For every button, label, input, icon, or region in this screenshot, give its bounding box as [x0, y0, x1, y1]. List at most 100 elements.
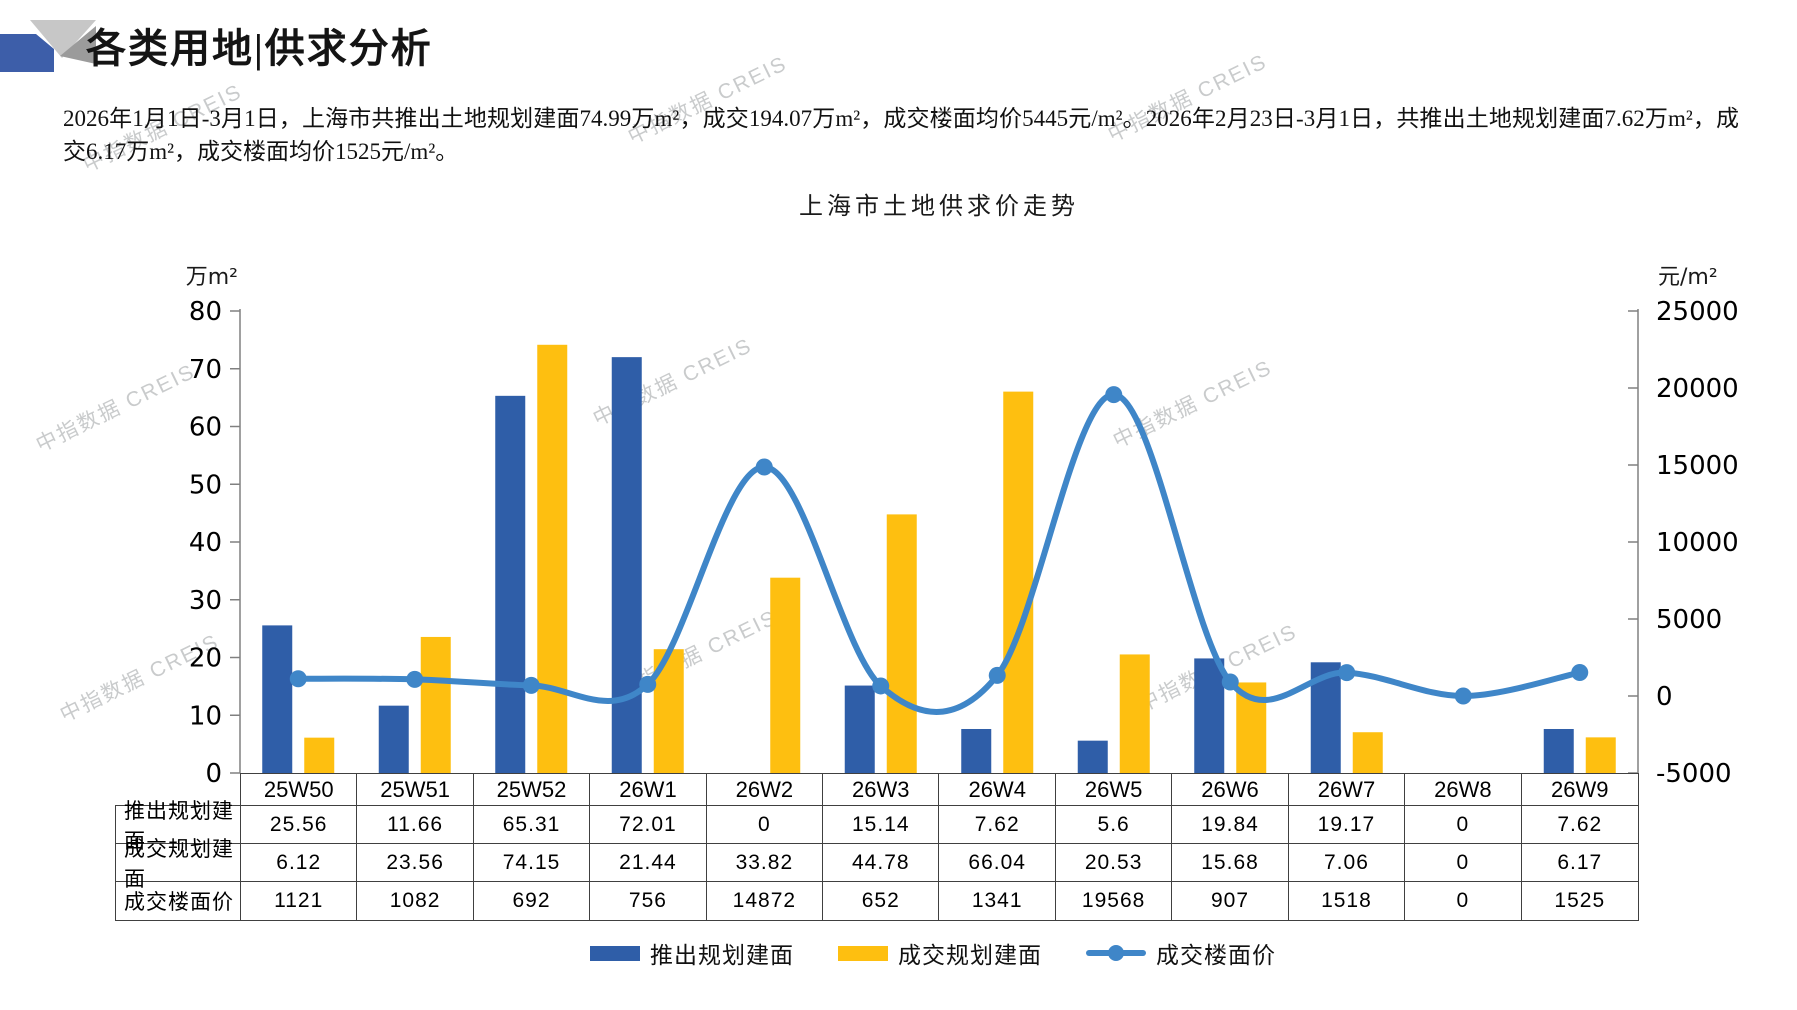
right-axis-tick-label: 5000 — [1656, 605, 1722, 635]
right-axis-unit: 元/m² — [1658, 265, 1718, 290]
bars-layer — [262, 344, 1616, 773]
table-header-row: 25W50 25W51 25W52 26W1 26W2 26W3 26W4 26W5 26W6 2… — [240, 773, 1639, 806]
bar-成交规划建面-26W7 — [1352, 732, 1383, 773]
legend-label: 成交规划建面 — [898, 943, 1042, 968]
left-axis-tick-label: 20 — [189, 644, 222, 674]
bar-推出规划建面-25W52 — [495, 395, 526, 773]
bar-推出规划建面-26W9 — [1543, 728, 1574, 773]
bar-成交规划建面-26W9 — [1585, 737, 1616, 773]
left-axis-tick-label: 30 — [189, 586, 222, 616]
right-axis-tick-label: 25000 — [1656, 297, 1739, 327]
table-cell: 65.31 — [473, 806, 591, 844]
logo-light-gray-triangle — [30, 20, 96, 58]
table-col-header: 25W52 — [474, 774, 591, 805]
chart-title: 上海市土地供求价走势 — [799, 194, 1079, 220]
table-cell: 907 — [1172, 882, 1289, 920]
left-axis-tick-label: 10 — [189, 701, 222, 731]
bar-推出规划建面-26W1 — [611, 357, 642, 773]
table-cell: 21.44 — [590, 844, 707, 882]
table-col-header: 25W51 — [357, 774, 474, 805]
table-cell: 652 — [823, 882, 940, 920]
bar-推出规划建面-25W51 — [378, 705, 409, 773]
price-point-26W5 — [1105, 386, 1123, 404]
table-cell: 15.14 — [823, 806, 940, 844]
left-axis-tick-label: 80 — [189, 297, 222, 327]
chart-legend: 推出规划建面 成交规划建面 成交楼面价 — [590, 936, 1276, 970]
table-col-header: 26W4 — [939, 774, 1056, 805]
table-col-header: 26W9 — [1551, 776, 1609, 802]
price-point-25W51 — [406, 670, 424, 688]
table-cell: 1121 — [241, 882, 358, 920]
table-cell: 19568 — [1056, 882, 1173, 920]
table-col-header: 26W7 — [1289, 774, 1406, 805]
price-point-26W6 — [1221, 673, 1239, 691]
table-cell: 1082 — [357, 882, 474, 920]
price-point-26W4 — [988, 666, 1006, 684]
logo-dark-gray-triangle — [60, 26, 96, 64]
price-point-25W52 — [522, 676, 540, 694]
right-axis-tick-label: -5000 — [1656, 759, 1732, 789]
left-axis-tick-label: 50 — [189, 470, 222, 500]
table-col-header: 26W6 — [1172, 774, 1289, 805]
table-cell: 11.66 — [357, 806, 474, 844]
left-axis-tick-label: 70 — [189, 355, 222, 385]
table-col-header: 25W50 — [241, 774, 358, 805]
price-point-26W8 — [1454, 687, 1472, 705]
price-point-26W3 — [872, 677, 890, 695]
table-cell: 33.82 — [706, 844, 824, 882]
bar-推出规划建面-26W6 — [1194, 658, 1225, 773]
legend-label: 推出规划建面 — [650, 943, 794, 968]
bar-成交规划建面-26W4 — [1003, 391, 1034, 773]
legend-item-成交规划建面: 成交规划建面 — [838, 936, 1042, 970]
bar-成交规划建面-25W52 — [537, 344, 568, 773]
bar-成交规划建面-26W3 — [886, 514, 917, 773]
right-axis-tick-label: 10000 — [1656, 528, 1739, 558]
intro-paragraph: 2026年1月1日-3月1日，上海市共推出土地规划建面74.99万m²，成交19… — [63, 106, 1739, 164]
price-point-26W9 — [1571, 664, 1589, 682]
right-axis-tick-label: 0 — [1656, 682, 1673, 712]
table-cell: 0 — [706, 806, 824, 844]
data-table: 推出规划建面 25.56 11.66 65.31 72.01 0 15.14 7.62 5.6 1… — [115, 799, 1639, 921]
table-col-header: 26W8 — [1405, 774, 1522, 805]
table-cell: 692 — [474, 882, 591, 920]
line-layer — [289, 386, 1589, 715]
table-cell: 15.68 — [1172, 844, 1289, 882]
table-cell: 20.53 — [1055, 844, 1173, 882]
table-cell: 19.84 — [1172, 806, 1289, 844]
table-cell: 0 — [1405, 844, 1522, 882]
left-axis-unit: 万m² — [186, 265, 238, 290]
price-point-26W7 — [1338, 664, 1356, 682]
bar-成交规划建面-25W51 — [420, 636, 451, 773]
right-axis-tick-label: 20000 — [1656, 374, 1739, 404]
creis-logo-icon — [0, 20, 96, 72]
table-cell: 1525 — [1554, 889, 1606, 912]
legend-item-推出规划建面: 推出规划建面 — [590, 936, 794, 970]
bar-推出规划建面-26W3 — [844, 685, 875, 773]
legend-item-成交楼面价: 成交楼面价 — [1086, 936, 1276, 970]
table-cell: 66.04 — [939, 844, 1056, 882]
price-point-25W50 — [289, 670, 307, 688]
left-axis-tick-label: 40 — [189, 528, 222, 558]
bar-成交规划建面-25W50 — [304, 737, 335, 773]
table-cell: 25.56 — [241, 806, 358, 844]
table-cell: 756 — [590, 882, 707, 920]
legend-bar-swatch-icon — [838, 945, 888, 961]
table-col-header: 26W1 — [590, 774, 707, 805]
table-cell: 0 — [1405, 882, 1522, 920]
legend-bar-swatch-icon — [590, 945, 640, 961]
bar-成交规划建面-26W5 — [1119, 654, 1150, 773]
table-cell: 7.06 — [1288, 844, 1406, 882]
table-row-label: 成交规划建面 — [116, 837, 241, 891]
table-cell: 5.6 — [1055, 806, 1173, 844]
price-point-26W1 — [639, 675, 657, 693]
right-axis-tick-label: 15000 — [1656, 451, 1739, 481]
table-cell: 19.17 — [1288, 806, 1406, 844]
table-col-header: 26W5 — [1056, 774, 1173, 805]
table-cell: 72.01 — [590, 806, 707, 844]
bar-推出规划建面-26W5 — [1077, 740, 1108, 773]
table-cell: 74.15 — [473, 844, 591, 882]
table-col-header: 26W2 — [707, 774, 824, 805]
table-row-label: 成交楼面价 — [116, 882, 241, 920]
bar-推出规划建面-26W4 — [961, 728, 992, 773]
legend-line-swatch-icon — [1086, 945, 1146, 961]
